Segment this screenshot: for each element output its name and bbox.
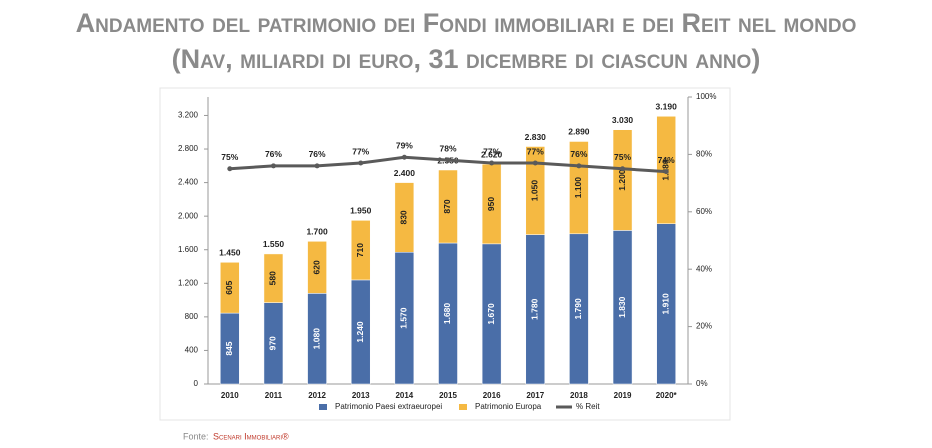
bar-segment	[263, 253, 284, 303]
total-label: 3.190	[656, 102, 678, 112]
legend-label: Patrimonio Europa	[475, 402, 542, 411]
y-tick-label: 1.200	[178, 278, 199, 287]
bar-segment	[307, 241, 327, 294]
bar-value-label: 830	[399, 210, 409, 224]
total-label: 1.450	[219, 248, 241, 258]
y-tick-label: 1.600	[178, 245, 199, 254]
total-label: 1.950	[350, 206, 372, 216]
bar-value-label: 1.910	[660, 293, 670, 315]
bar-value-label: 1.780	[530, 298, 540, 320]
reit-label: 74%	[658, 155, 675, 165]
y-tick-label: 800	[185, 312, 199, 321]
bar-value-label: 620	[311, 260, 321, 274]
bar-segment	[350, 220, 371, 281]
total-label: 2.890	[568, 127, 590, 137]
total-label: 1.700	[306, 227, 328, 237]
reit-label: 79%	[396, 141, 413, 151]
legend-label: % Reit	[576, 402, 600, 411]
bar-value-label: 1.100	[573, 177, 583, 199]
y2-tick-label: 0%	[696, 379, 708, 388]
bar-value-label: 1.200	[617, 169, 627, 191]
total-label: 1.550	[263, 239, 285, 249]
reit-marker	[576, 163, 582, 169]
legend-swatch	[459, 404, 467, 410]
total-label: 2.830	[525, 132, 547, 142]
bar-segment	[612, 129, 633, 231]
x-tick-label: 2019	[614, 391, 632, 400]
x-tick-label: 2017	[526, 391, 544, 400]
y2-tick-label: 60%	[696, 207, 712, 216]
y-tick-label: 0	[194, 379, 199, 388]
reit-label: 77%	[483, 146, 500, 156]
y2-tick-label: 40%	[696, 264, 712, 273]
bar-value-label: 1.790	[573, 298, 583, 320]
reit-marker	[401, 154, 407, 160]
bar-value-label: 950	[486, 197, 496, 211]
y-tick-label: 2.800	[178, 144, 199, 153]
reit-label: 76%	[309, 149, 326, 159]
y2-tick-label: 20%	[696, 322, 712, 331]
reit-marker	[227, 166, 233, 172]
x-tick-label: 2012	[308, 391, 326, 400]
x-tick-label: 2013	[352, 391, 370, 400]
total-label: 2.400	[394, 168, 416, 178]
x-tick-label: 2016	[483, 391, 501, 400]
bar-value-label: 605	[224, 280, 234, 294]
reit-marker	[314, 163, 320, 169]
source-label: Fonte:	[183, 431, 209, 441]
y2-tick-label: 100%	[696, 92, 716, 101]
source: Scenari Immobiliari®	[213, 431, 289, 441]
y-tick-label: 3.200	[178, 111, 199, 120]
reit-label: 75%	[221, 152, 238, 162]
bar-segment	[438, 169, 458, 244]
reit-label: 76%	[570, 149, 587, 159]
x-tick-label: 2018	[570, 391, 588, 400]
reit-marker	[445, 157, 451, 163]
x-tick-label: 2020*	[656, 391, 678, 400]
chart-subtitle: (Nav, miliardi di euro, 31 dicembre di c…	[172, 44, 761, 74]
reit-label: 77%	[527, 146, 544, 156]
bar-value-label: 1.050	[530, 180, 540, 202]
bar-value-label: 1.240	[355, 321, 365, 343]
x-tick-label: 2015	[439, 391, 457, 400]
bar-segment	[525, 146, 546, 235]
bar-segment	[394, 182, 415, 253]
bar-value-label: 970	[268, 336, 278, 350]
bar-value-label: 1.570	[399, 307, 409, 329]
y-tick-label: 2.000	[178, 211, 199, 220]
x-tick-label: 2014	[395, 391, 413, 400]
reit-marker	[270, 163, 276, 169]
reit-marker	[532, 160, 538, 166]
bar-value-label: 1.680	[442, 303, 452, 325]
reit-marker	[358, 160, 364, 166]
reit-marker	[663, 169, 669, 175]
total-label: 3.030	[612, 115, 634, 125]
y-tick-label: 2.400	[178, 178, 199, 187]
reit-label: 76%	[265, 149, 282, 159]
chart-frame	[159, 87, 731, 421]
bar-segment	[220, 262, 240, 314]
reit-label: 78%	[439, 143, 456, 153]
legend-label: Patrimonio Paesi extraeuropei	[335, 402, 442, 411]
bar-value-label: 845	[224, 341, 234, 355]
bar-value-label: 580	[268, 271, 278, 285]
x-tick-label: 2011	[265, 391, 283, 400]
bar-value-label: 1.830	[617, 296, 627, 318]
bar-value-label: 710	[355, 243, 365, 257]
reit-marker	[620, 166, 626, 172]
total-label: 2.620	[481, 149, 503, 159]
y2-tick-label: 80%	[696, 150, 712, 159]
legend-swatch	[319, 404, 327, 410]
bar-value-label: 1.080	[311, 328, 321, 350]
chart-title: Andamento del patrimonio dei Fondi immob…	[76, 8, 857, 38]
y-tick-label: 400	[185, 346, 199, 355]
reit-label: 75%	[614, 152, 631, 162]
x-tick-label: 2010	[221, 391, 239, 400]
bar-value-label: 1.670	[486, 303, 496, 325]
reit-label: 77%	[352, 146, 369, 156]
bar-value-label: 870	[442, 199, 452, 213]
reit-marker	[489, 160, 495, 166]
